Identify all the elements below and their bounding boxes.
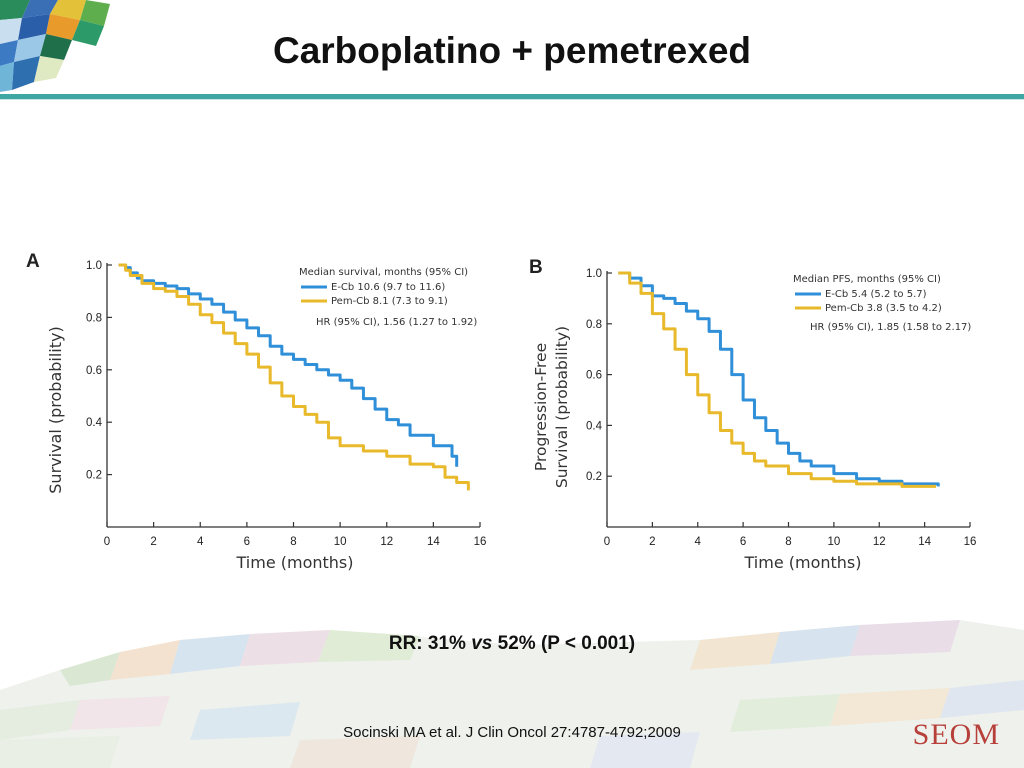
- x-tick-label: 4: [695, 536, 702, 548]
- x-tick-label: 6: [740, 536, 746, 548]
- x-tick-label: 10: [827, 536, 840, 548]
- legend-entry-ecb: E-Cb 10.6 (9.7 to 11.6): [331, 282, 445, 293]
- plot-area: 0 2 4 6 8 10 12 14 16 0.2 0.4 0.6 0.8 1.0: [586, 268, 976, 548]
- y-tick-label: 0.8: [586, 319, 602, 331]
- legend-entry-pemcb: Pem-Cb 8.1 (7.3 to 9.1): [331, 296, 448, 307]
- x-tick-label: 14: [427, 536, 440, 548]
- y-tick-label: 0.4: [586, 420, 603, 432]
- slide-title: Carboplatino + pemetrexed: [272, 30, 752, 71]
- chart-overall-survival: A Survival (probability) Time (months) 0…: [26, 251, 486, 572]
- title-divider: [0, 94, 1024, 100]
- x-tick-label: 16: [964, 536, 977, 548]
- brand-logo-text: SEOM: [912, 718, 1000, 751]
- legend-title: Median PFS, months (95% CI): [793, 274, 941, 285]
- x-tick-label: 16: [474, 536, 487, 548]
- rr-suffix: 52% (P < 0.001): [492, 633, 636, 654]
- x-tick-label: 2: [649, 536, 655, 548]
- chart-progression-free-survival: B Progression-Free Survival (probability…: [529, 257, 976, 572]
- y-tick-label: 0.4: [86, 417, 103, 429]
- y-tick-label: 0.2: [586, 471, 602, 483]
- hazard-ratio-note: HR (95% CI), 1.56 (1.27 to 1.92): [316, 317, 477, 328]
- x-tick-label: 6: [244, 536, 250, 548]
- y-axis-label-line2: Survival (probability): [553, 326, 571, 488]
- hazard-ratio-note: HR (95% CI), 1.85 (1.58 to 2.17): [810, 322, 971, 333]
- y-tick-label: 0.6: [586, 370, 602, 382]
- x-tick-label: 2: [150, 536, 156, 548]
- series-line-pemcb: [118, 263, 470, 491]
- legend-entry-ecb: E-Cb 5.4 (5.2 to 5.7): [825, 289, 927, 300]
- plot-area: 0 2 4 6 8 10 12 14 16 0.2 0.4 0.6 0.8 1.0: [86, 260, 486, 548]
- y-axis-label: Survival (probability): [46, 326, 65, 493]
- x-tick-label: 12: [873, 536, 886, 548]
- x-tick-label: 0: [604, 536, 610, 548]
- y-tick-label: 1.0: [86, 260, 102, 272]
- x-tick-label: 8: [290, 536, 296, 548]
- series-line-ecb: [618, 271, 940, 487]
- x-tick-label: 8: [785, 536, 791, 548]
- x-tick-label: 4: [197, 536, 204, 548]
- y-axis-label-line1: Progression-Free: [532, 343, 550, 471]
- response-rate-summary: RR: 31% vs 52% (P < 0.001): [0, 633, 1024, 655]
- series-line-pemcb: [618, 271, 936, 488]
- x-axis-label: Time (months): [744, 553, 862, 572]
- rr-vs: vs: [471, 633, 493, 654]
- y-tick-label: 1.0: [586, 268, 602, 280]
- x-tick-label: 10: [334, 536, 347, 548]
- x-tick-label: 0: [104, 536, 110, 548]
- legend-title: Median survival, months (95% CI): [299, 267, 468, 278]
- y-tick-label: 0.8: [86, 312, 102, 324]
- y-tick-label: 0.6: [86, 365, 102, 377]
- x-axis-label: Time (months): [236, 553, 354, 572]
- rr-prefix: RR: 31%: [388, 633, 472, 654]
- citation: Socinski MA et al. J Clin Oncol 27:4787-…: [343, 724, 681, 741]
- x-tick-label: 14: [918, 536, 931, 548]
- x-tick-label: 12: [380, 536, 393, 548]
- decorative-mosaic-band: [0, 620, 1024, 768]
- y-tick-label: 0.2: [86, 470, 102, 482]
- logo-mosaic: [0, 0, 110, 92]
- panel-label-b: B: [529, 257, 543, 278]
- legend-entry-pemcb: Pem-Cb 3.8 (3.5 to 4.2): [825, 303, 942, 314]
- panel-label-a: A: [26, 251, 40, 272]
